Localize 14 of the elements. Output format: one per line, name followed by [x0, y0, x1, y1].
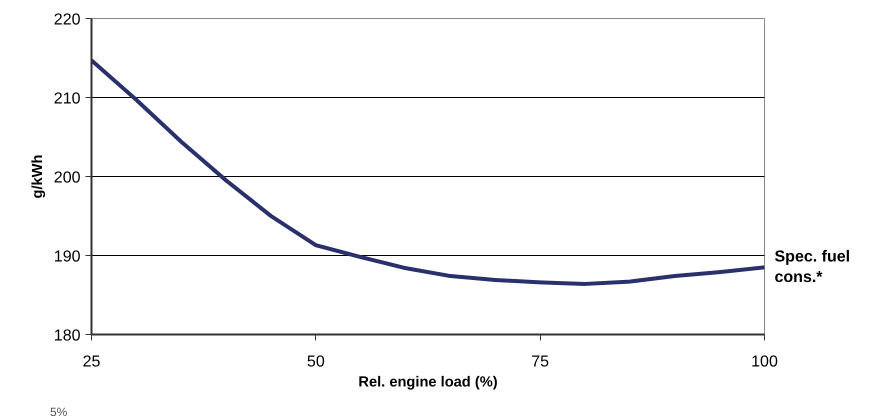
x-tick-label: 25: [82, 354, 100, 370]
text: 5%: [50, 405, 68, 416]
series-label: Spec. fuel cons.*: [774, 248, 850, 286]
line-series: [92, 58, 764, 286]
y-tick-label: 190: [54, 248, 81, 266]
x-tick-label: 100: [751, 354, 778, 370]
x-tick-label: 50: [306, 354, 325, 370]
x-tick-label: 75: [531, 354, 550, 370]
y-axis-title: g/kWh: [30, 154, 46, 198]
y-tick-label: 180: [54, 328, 81, 344]
x-axis-title: Rel. engine load (%): [358, 374, 498, 390]
y-tick-label: 220: [54, 12, 81, 28]
y-tick-label: 200: [54, 170, 81, 186]
y-tick-label: 210: [54, 90, 81, 108]
